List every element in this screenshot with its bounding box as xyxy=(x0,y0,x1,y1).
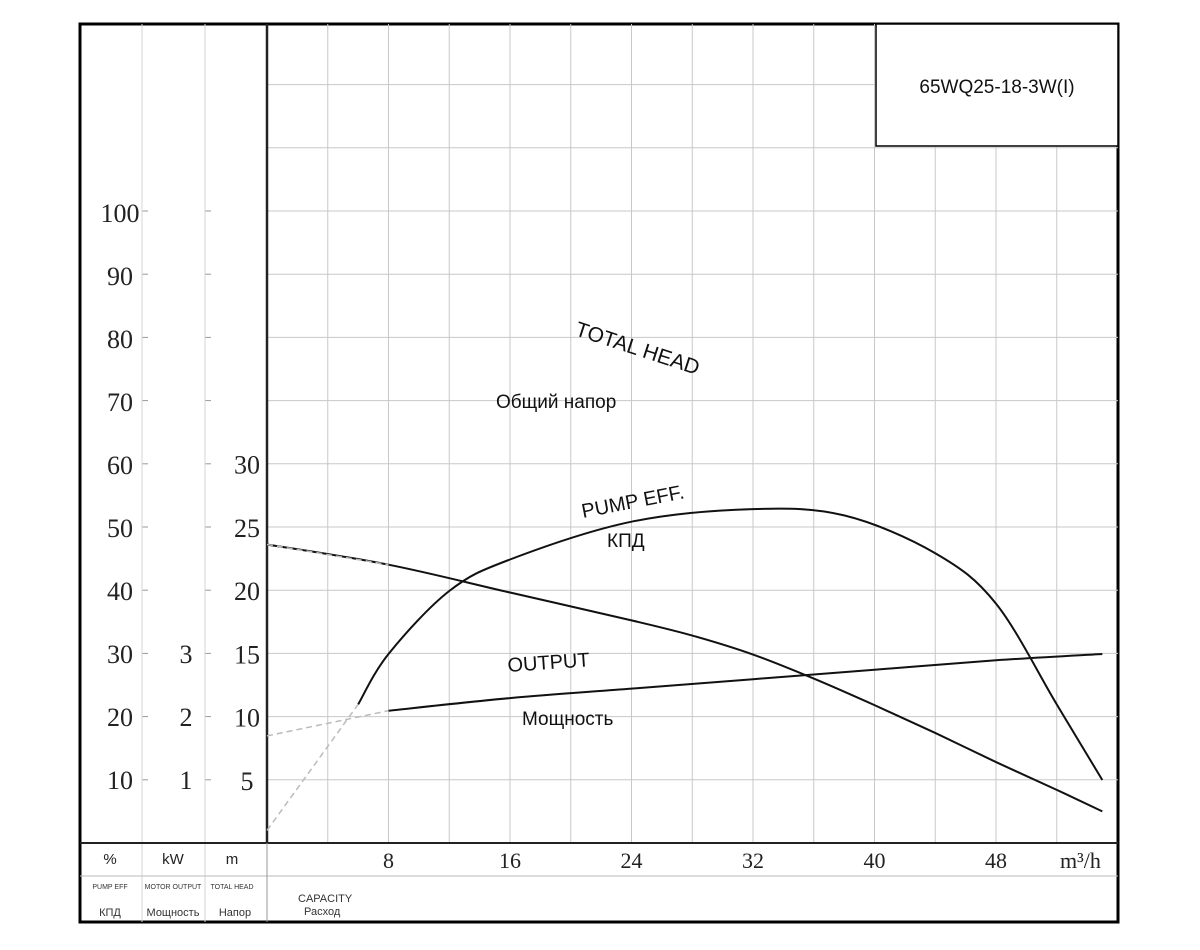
head-curve-label-ru: Общий напор xyxy=(496,392,616,413)
capacity-tick-label: 48 xyxy=(985,848,1007,873)
x-axis-unit: m³/h xyxy=(1060,848,1101,873)
head-tick-label: 25 xyxy=(234,514,260,543)
head-tick-label: 5 xyxy=(241,767,254,796)
axis-columns xyxy=(141,24,206,922)
total-head-curve-extension xyxy=(266,543,389,566)
capacity-tick-label: 24 xyxy=(621,848,643,873)
power-axis-ticks: 1 2 3 xyxy=(180,640,193,795)
power-unit: kW xyxy=(162,851,185,868)
efficiency-tick-label: 100 xyxy=(101,199,140,228)
efficiency-tick-label: 60 xyxy=(107,451,133,480)
efficiency-tick-label: 80 xyxy=(107,325,133,354)
efficiency-tick-label: 10 xyxy=(107,766,133,795)
head-tick-label: 30 xyxy=(234,451,260,480)
total-head-curve xyxy=(266,543,1103,813)
head-tick-label: 10 xyxy=(234,704,260,733)
power-unit-en: MOTOR OUTPUT xyxy=(145,884,202,891)
eff-curve-label-ru: КПД xyxy=(607,531,645,552)
chart-grid xyxy=(142,24,1118,844)
capacity-tick-label: 16 xyxy=(499,848,521,873)
head-unit-en: TOTAL HEAD xyxy=(210,884,253,891)
power-unit-ru: Мощность xyxy=(147,907,200,919)
output-power-curve-extension xyxy=(266,709,389,737)
power-tick-label: 2 xyxy=(180,703,193,732)
capacity-tick-label: 40 xyxy=(864,848,886,873)
head-tick-label: 15 xyxy=(234,640,260,669)
model-label: 65WQ25-18-3W(I) xyxy=(919,77,1074,98)
efficiency-tick-label: 70 xyxy=(107,388,133,417)
head-unit-ru: Напор xyxy=(219,907,251,919)
pump-efficiency-curve-extension xyxy=(266,703,359,831)
power-tick-label: 3 xyxy=(180,640,193,669)
output-power-curve xyxy=(388,653,1103,712)
efficiency-tick-label: 50 xyxy=(107,514,133,543)
eff-unit-en: PUMP EFF xyxy=(92,884,127,891)
power-curve-label-ru: Мощность xyxy=(522,709,614,730)
eff-unit: % xyxy=(103,851,116,868)
head-unit: m xyxy=(226,851,239,868)
eff-unit-ru: КПД xyxy=(99,907,121,919)
capacity-label-ru: Расход xyxy=(304,906,341,918)
efficiency-tick-label: 90 xyxy=(107,262,133,291)
power-tick-label: 1 xyxy=(180,766,193,795)
head-axis-ticks: 5 10 15 20 25 30 xyxy=(234,451,260,796)
pump-efficiency-curve xyxy=(357,507,1104,781)
capacity-label-en: CAPACITY xyxy=(298,893,353,905)
chart-frame xyxy=(78,22,1120,924)
model-box: 65WQ25-18-3W(I) xyxy=(875,23,1119,147)
efficiency-tick-label: 20 xyxy=(107,703,133,732)
capacity-tick-label: 8 xyxy=(383,848,394,873)
efficiency-tick-label: 30 xyxy=(107,640,133,669)
efficiency-axis-ticks: 10 20 30 40 50 60 70 80 90 100 xyxy=(101,199,140,795)
chart-curves xyxy=(266,507,1104,831)
efficiency-tick-label: 40 xyxy=(107,577,133,606)
axis-unit-footer: % kW m PUMP EFF MOTOR OUTPUT TOTAL HEAD … xyxy=(92,851,352,919)
capacity-axis-ticks: 8 16 24 32 40 48 xyxy=(383,848,1007,873)
capacity-tick-label: 32 xyxy=(742,848,764,873)
head-tick-label: 20 xyxy=(234,577,260,606)
